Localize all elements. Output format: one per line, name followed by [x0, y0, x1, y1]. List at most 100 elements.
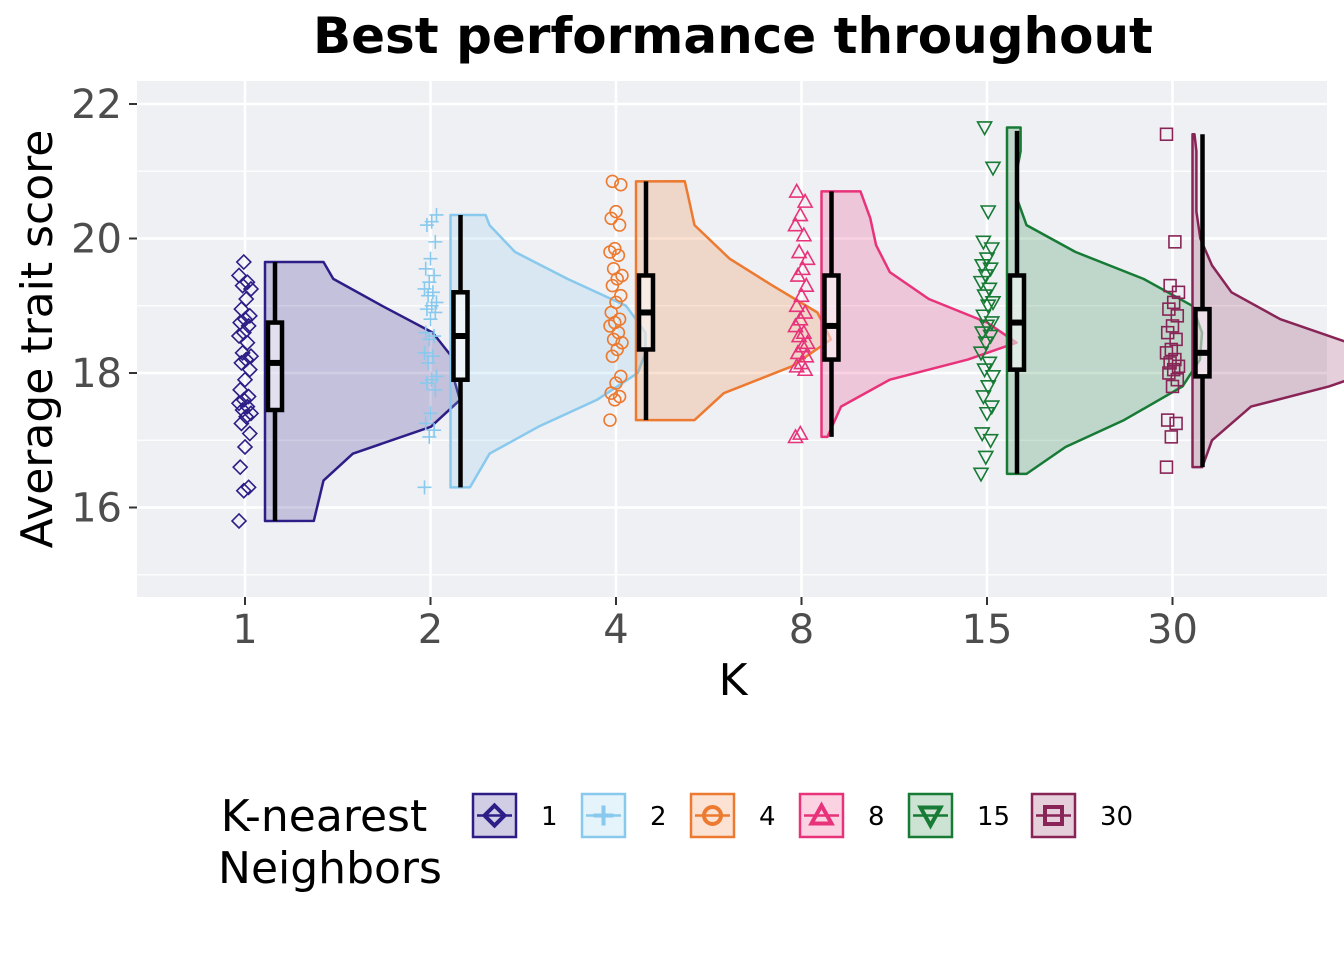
data-point [977, 336, 995, 352]
data-point [983, 400, 1001, 416]
data-point [242, 348, 260, 365]
data-point [790, 243, 808, 259]
data-point [795, 226, 813, 242]
data-point [235, 253, 252, 271]
data-point [976, 363, 993, 379]
data-point [612, 218, 627, 232]
data-point [427, 423, 442, 438]
data-point [1159, 460, 1174, 474]
data-point [790, 327, 808, 343]
legend-item-4: 4 [689, 792, 776, 839]
data-point [423, 406, 438, 421]
data-point [236, 438, 254, 456]
legend-item-1: 1 [471, 792, 558, 839]
data-point [611, 248, 626, 263]
density-violin [1005, 126, 1204, 476]
data-point [793, 287, 810, 303]
legend-key-marker [917, 805, 944, 830]
group-k-30 [1159, 127, 1344, 474]
data-point [614, 288, 628, 303]
data-point [978, 252, 996, 268]
data-point [235, 482, 252, 499]
data-point [230, 267, 248, 284]
data-point [428, 382, 443, 397]
data-point [975, 390, 992, 406]
data-point [612, 389, 627, 404]
legend-key-marker [702, 805, 723, 826]
legend-item-30: 30 [1030, 792, 1133, 839]
box-iqr [822, 273, 841, 362]
data-point [1159, 127, 1174, 142]
legend-label: 30 [1100, 802, 1133, 832]
box-iqr [265, 320, 285, 413]
data-point [609, 376, 623, 390]
data-point [609, 204, 623, 219]
legend-key-marker [808, 801, 835, 826]
data-point [241, 425, 258, 442]
data-point [1168, 235, 1182, 249]
data-point [232, 459, 249, 476]
data-point [427, 329, 442, 344]
box-iqr [1193, 306, 1212, 379]
legend-label: 8 [868, 802, 885, 832]
data-point [428, 305, 443, 320]
data-point [615, 268, 629, 283]
y-axis-title: Average trait score [12, 130, 63, 549]
x-axis: 1 2 4 8 15 30 [232, 597, 1198, 653]
group-k-8 [787, 182, 1018, 444]
data-point [977, 269, 995, 285]
data-point [418, 261, 433, 276]
data-point [982, 433, 999, 449]
data-point [797, 276, 815, 292]
data-point [230, 327, 248, 345]
data-point [1163, 278, 1177, 293]
data-point [982, 262, 999, 278]
data-point [428, 234, 443, 249]
data-point [417, 345, 432, 360]
data-point [796, 192, 814, 208]
density-violin [820, 190, 1018, 439]
data-point [603, 413, 617, 427]
legend-key-marker [593, 805, 614, 826]
data-point [418, 325, 433, 340]
data-point [977, 450, 995, 466]
data-point [978, 406, 996, 422]
data-point [242, 405, 260, 422]
data-point [794, 337, 812, 353]
density-violin [1191, 133, 1344, 469]
data-point [233, 415, 250, 432]
legend-item-2: 2 [580, 792, 667, 839]
data-point [1164, 430, 1179, 444]
legend-label: 15 [977, 802, 1010, 832]
data-point [604, 211, 618, 226]
data-point [425, 285, 440, 300]
data-point [791, 206, 809, 222]
plot-panel [137, 81, 1327, 597]
data-point [984, 295, 1002, 312]
data-point [418, 416, 433, 431]
data-point [983, 316, 1001, 332]
data-point [242, 280, 260, 298]
data-point [614, 369, 628, 384]
data-point [787, 216, 804, 232]
data-point [1164, 342, 1179, 357]
data-point [979, 380, 997, 396]
data-point [234, 277, 251, 294]
data-point [240, 479, 257, 496]
legend-key-marker [481, 802, 508, 829]
legend-label: 2 [650, 802, 667, 832]
legend-label: 4 [759, 802, 776, 832]
data-point [232, 314, 249, 331]
data-point [238, 408, 255, 425]
data-point [612, 312, 627, 326]
data-point [230, 395, 248, 412]
data-point [429, 207, 444, 222]
x-tick-label: 1 [232, 607, 257, 653]
data-point [788, 357, 806, 373]
data-point [608, 241, 622, 256]
data-point [425, 349, 440, 364]
chart-title: Best performance throughout [313, 7, 1153, 65]
data-point [235, 391, 252, 409]
data-point [787, 428, 804, 444]
